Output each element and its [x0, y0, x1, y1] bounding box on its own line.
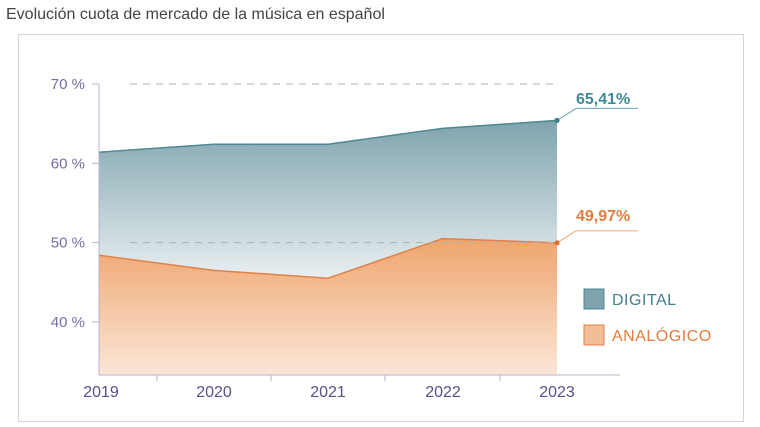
x-tick-label: 2020: [196, 384, 232, 401]
legend-label-analogico: ANALÓGICO: [612, 326, 712, 345]
series-analogico-line: [98, 237, 558, 280]
x-tick-label: 2023: [539, 384, 575, 401]
callout-leader-analogico: [556, 230, 577, 244]
endpoint-dot-analogico: [554, 240, 560, 246]
x-tick-label: 2022: [425, 384, 461, 401]
y-tick-label: 70 %: [51, 76, 85, 93]
legend-swatch-analogico: [583, 324, 605, 346]
y-tick-label: 50 %: [51, 235, 85, 252]
callout-value-digital: 65,41%: [576, 91, 630, 108]
series-digital-line: [98, 119, 558, 153]
series-digital-area: [99, 120, 557, 279]
chart-frame: [18, 34, 744, 422]
series-analogico-area: [99, 238, 557, 375]
endpoint-dot-digital: [554, 117, 560, 123]
callout-value-analogico: 49,97%: [576, 208, 630, 225]
callout-leader-digital: [556, 107, 577, 121]
chart-title: Evolución cuota de mercado de la música …: [6, 6, 385, 23]
x-tick-label: 2021: [310, 384, 346, 401]
y-tick-label: 60 %: [51, 155, 85, 172]
y-tick-label: 40 %: [51, 314, 85, 331]
legend-swatch-digital: [583, 288, 605, 310]
x-tick-label: 2019: [83, 384, 119, 401]
legend-label-digital: DIGITAL: [612, 292, 677, 309]
